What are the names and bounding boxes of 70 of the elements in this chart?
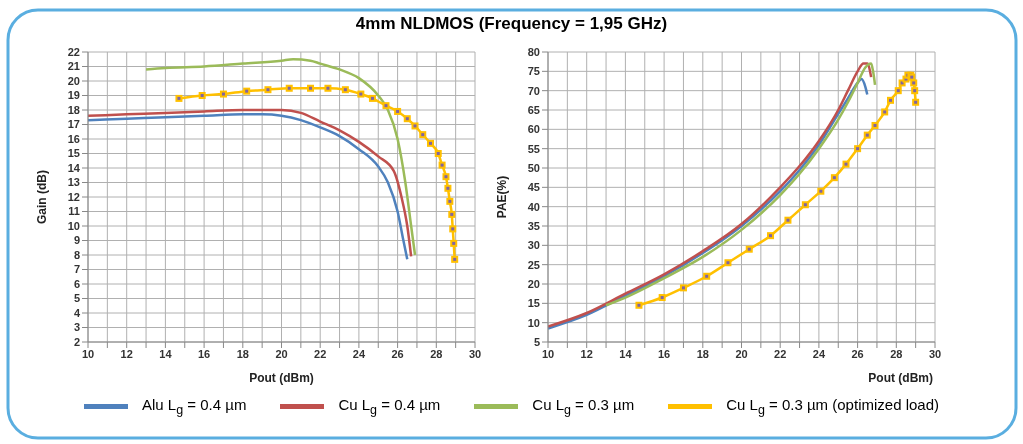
x-tick-label: 26 bbox=[391, 347, 404, 360]
y-tick-label: 17 bbox=[67, 118, 80, 131]
y-tick-label: 8 bbox=[73, 248, 80, 261]
y-tick-label: 13 bbox=[67, 176, 80, 189]
legend-label: Cu L$_{g}$ = 0.3 µm (optimized load) bbox=[726, 396, 939, 417]
x-tick-label: 20 bbox=[275, 347, 288, 360]
y-tick-label: 15 bbox=[67, 147, 80, 160]
x-tick-label: 16 bbox=[197, 347, 211, 360]
x-tick-label: 10 bbox=[541, 347, 555, 360]
y-tick-label: 4 bbox=[73, 306, 81, 319]
y-tick-label: 25 bbox=[527, 258, 540, 271]
y-tick-label: 20 bbox=[67, 74, 80, 87]
text: 4mm NLDMOS (Frequency = 1,95 GHz) bbox=[354, 14, 669, 34]
x-tick-label: 10 bbox=[81, 347, 95, 360]
y-tick-label: 3 bbox=[73, 321, 80, 334]
y-tick-label: 5 bbox=[73, 292, 80, 305]
x-tick-label: 22 bbox=[314, 347, 327, 360]
x-axis-title: Pout (dBm) bbox=[868, 371, 933, 385]
y-tick-label: 40 bbox=[527, 200, 540, 213]
y-tick-label: 30 bbox=[527, 239, 540, 252]
y-tick-label: 12 bbox=[67, 190, 80, 203]
y-tick-label: 19 bbox=[67, 89, 80, 102]
y-tick-label: 5 bbox=[533, 335, 540, 348]
x-axis-title: Pout (dBm) bbox=[249, 371, 314, 385]
y-tick-label: 75 bbox=[527, 65, 540, 78]
x-tick-label: 30 bbox=[468, 347, 482, 360]
x-tick-label: 16 bbox=[657, 347, 671, 360]
line-series bbox=[144, 58, 417, 257]
x-tick-label: 26 bbox=[851, 347, 864, 360]
y-tick-label: 65 bbox=[527, 103, 540, 116]
legend-label: Alu L$_{g}$ = 0.4 µm bbox=[141, 396, 247, 417]
y-tick-label: 50 bbox=[527, 161, 540, 174]
y-tick-label: 9 bbox=[73, 234, 80, 247]
y-tick-label: 35 bbox=[527, 219, 540, 232]
y-tick-label: 45 bbox=[527, 181, 540, 194]
y-tick-label: 15 bbox=[527, 297, 540, 310]
line-series bbox=[604, 62, 877, 307]
y-tick-label: 10 bbox=[67, 219, 80, 232]
y-tick-label: 20 bbox=[527, 277, 540, 290]
y-tick-label: 14 bbox=[67, 161, 81, 174]
x-tick-label: 24 bbox=[812, 347, 826, 360]
y-tick-label: 7 bbox=[73, 263, 80, 276]
y-tick-label: 60 bbox=[527, 123, 540, 136]
y-tick-label: 18 bbox=[67, 103, 80, 116]
x-tick-label: 30 bbox=[928, 347, 942, 360]
x-tick-label: 20 bbox=[735, 347, 748, 360]
y-tick-label: 70 bbox=[527, 84, 540, 97]
y-tick-label: 11 bbox=[68, 205, 80, 218]
legend-label: Cu L$_{g}$ = 0.3 µm bbox=[532, 396, 635, 417]
y-tick-label: 16 bbox=[67, 132, 80, 145]
y-tick-label: 55 bbox=[527, 142, 540, 155]
y-axis-title: PAE(%) bbox=[495, 175, 510, 219]
y-axis-title: Gain (dB) bbox=[35, 170, 50, 224]
x-tick-label: 14 bbox=[619, 347, 633, 360]
x-tick-label: 12 bbox=[120, 347, 133, 360]
legend-label: Cu L$_{g}$ = 0.4 µm bbox=[338, 396, 441, 417]
x-tick-label: 14 bbox=[159, 347, 173, 360]
x-tick-label: 24 bbox=[352, 347, 366, 360]
x-tick-label: 22 bbox=[774, 347, 787, 360]
y-tick-label: 21 bbox=[67, 60, 80, 73]
y-tick-label: 6 bbox=[73, 277, 80, 290]
y-tick-label: 22 bbox=[67, 45, 80, 58]
y-tick-label: 80 bbox=[527, 45, 540, 58]
y-tick-label: 10 bbox=[527, 316, 540, 329]
x-tick-label: 12 bbox=[580, 347, 593, 360]
x-tick-label: 18 bbox=[696, 347, 709, 360]
y-tick-label: 2 bbox=[73, 335, 80, 348]
x-tick-label: 18 bbox=[236, 347, 249, 360]
x-tick-label: 28 bbox=[890, 347, 903, 360]
x-tick-label: 28 bbox=[430, 347, 443, 360]
